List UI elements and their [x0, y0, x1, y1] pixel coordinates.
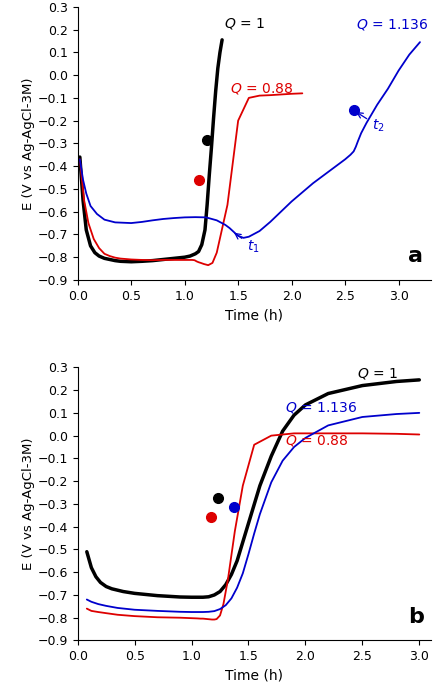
Text: $Q$ = 1: $Q$ = 1 — [224, 16, 265, 31]
Y-axis label: E (V vs Ag-AgCl-3M): E (V vs Ag-AgCl-3M) — [22, 77, 35, 210]
Text: $Q$ = 0.88: $Q$ = 0.88 — [230, 81, 293, 96]
Y-axis label: E (V vs Ag-AgCl-3M): E (V vs Ag-AgCl-3M) — [22, 438, 35, 570]
Text: $Q$ = 1.136: $Q$ = 1.136 — [285, 400, 357, 415]
Text: $Q$ = 1.136: $Q$ = 1.136 — [356, 17, 428, 32]
Text: $t_2$: $t_2$ — [357, 112, 385, 134]
Text: a: a — [408, 247, 423, 266]
Text: $Q$ = 1: $Q$ = 1 — [357, 366, 398, 381]
Text: $Q$ = 0.88: $Q$ = 0.88 — [285, 433, 348, 448]
Text: b: b — [408, 607, 424, 627]
Text: $t_1$: $t_1$ — [235, 234, 259, 255]
X-axis label: Time (h): Time (h) — [225, 669, 283, 683]
X-axis label: Time (h): Time (h) — [225, 308, 283, 322]
